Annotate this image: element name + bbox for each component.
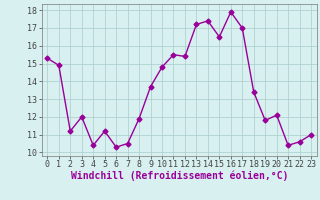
X-axis label: Windchill (Refroidissement éolien,°C): Windchill (Refroidissement éolien,°C) (70, 171, 288, 181)
